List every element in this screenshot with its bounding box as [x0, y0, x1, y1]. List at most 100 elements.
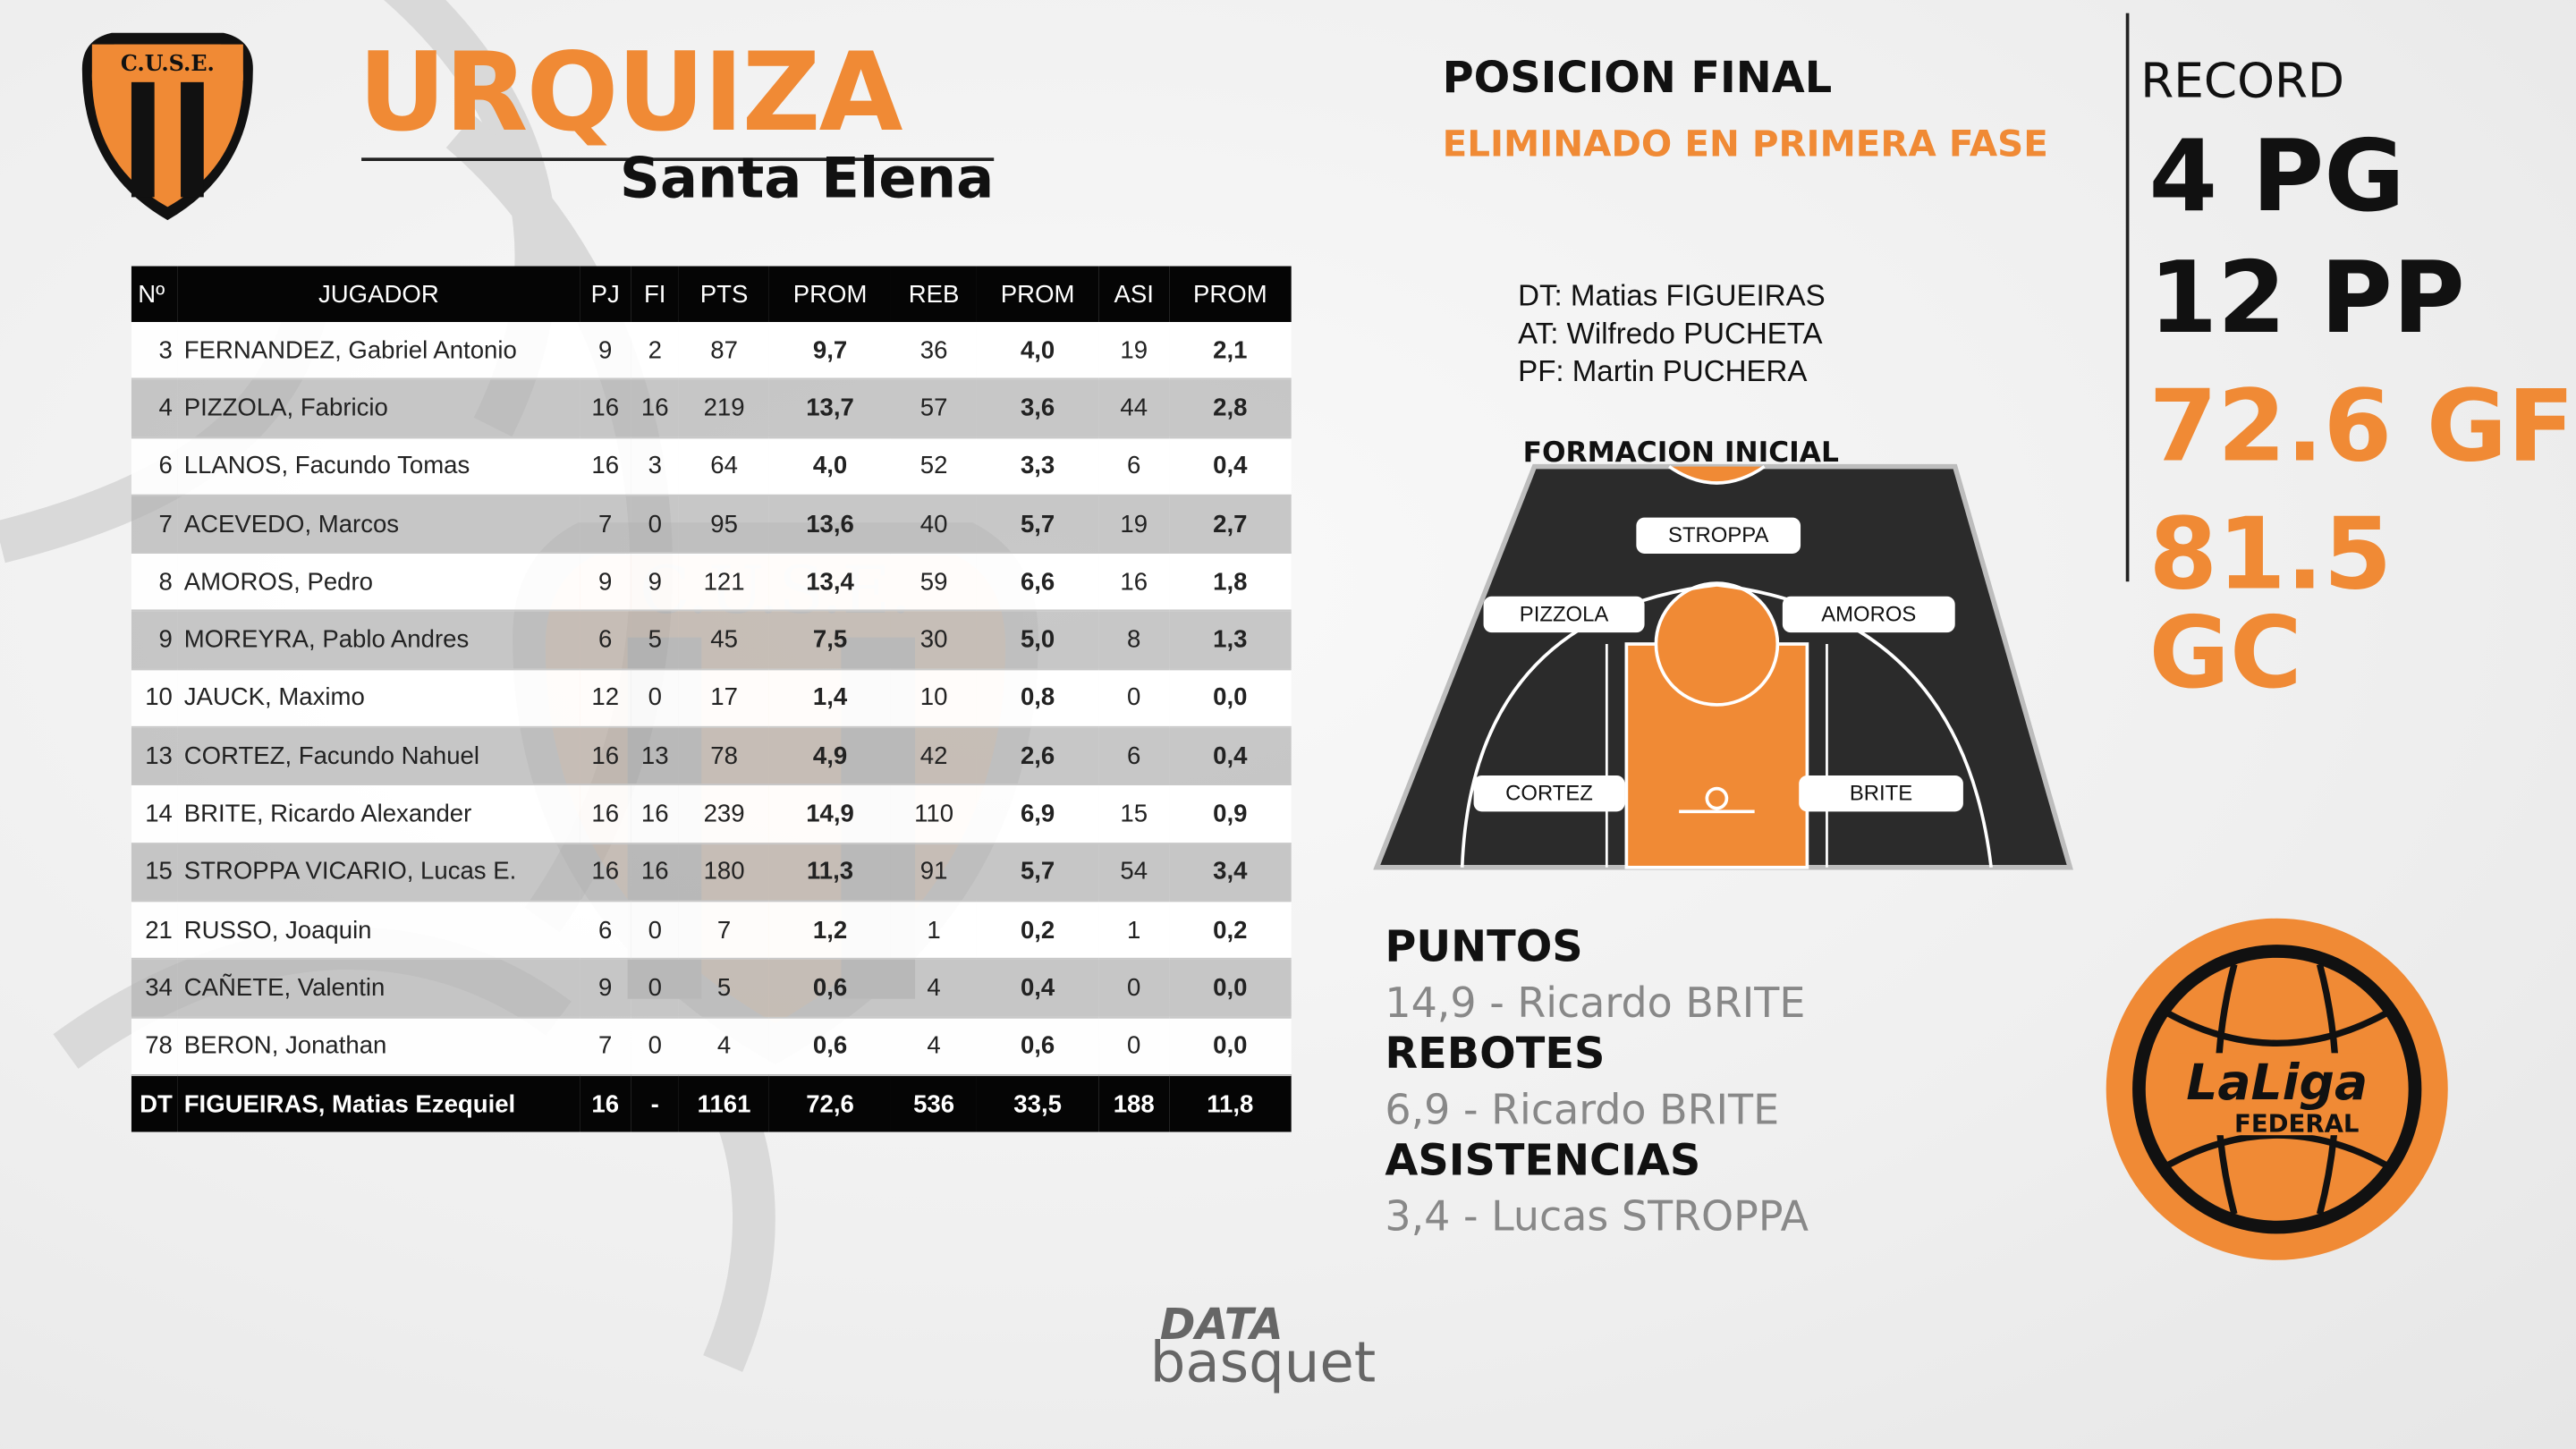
cell-asi: 16 — [1098, 553, 1169, 613]
table-row: 21 RUSSO, Joaquin 6 0 7 1,2 1 0,2 1 0,2 — [131, 901, 1292, 961]
cell-fi: 0 — [631, 495, 680, 555]
cell-pts: 7 — [679, 901, 769, 961]
table-row: 14 BRITE, Ricardo Alexander 16 16 239 14,9 110… — [131, 784, 1292, 844]
league-logo: LaLiga FEDERAL — [2106, 918, 2448, 1260]
cell-player: RUSSO, Joaquin — [177, 901, 580, 961]
cell-reb: 59 — [891, 553, 977, 613]
cell-prom-reb: 3,3 — [976, 436, 1099, 496]
cell-pj: 9 — [580, 959, 631, 1018]
cell-player: CORTEZ, Facundo Nahuel — [177, 726, 580, 786]
record-points-against: 81.5 GC — [2148, 497, 2393, 712]
cell-prom-pts: 11,3 — [768, 843, 892, 902]
cell-reb: 42 — [891, 726, 977, 786]
record-divider — [2125, 13, 2130, 582]
cell-prom-pts: 9,7 — [768, 322, 892, 380]
cell-asi: 44 — [1098, 378, 1169, 438]
cell-fi: 0 — [631, 901, 680, 961]
cell-prom-reb: 33,5 — [976, 1074, 1099, 1132]
staff-physical-trainer: PF: Martin PUCHERA — [1518, 354, 1808, 388]
cell-number: 3 — [131, 322, 178, 380]
cell-number: 13 — [131, 726, 178, 786]
cell-asi: 54 — [1098, 843, 1169, 902]
col-header-prom-reb: PROM — [976, 266, 1099, 323]
table-row: 13 CORTEZ, Facundo Nahuel 16 13 78 4,9 42 2,6 6 0… — [131, 726, 1292, 786]
cell-pj: 16 — [580, 378, 631, 438]
team-city: Santa Elena — [619, 146, 995, 212]
cell-player: AMOROS, Pedro — [177, 553, 580, 613]
cell-prom-reb: 0,6 — [976, 1017, 1099, 1076]
cell-pj: 9 — [580, 553, 631, 613]
cell-number: 21 — [131, 901, 178, 961]
cell-asi: 6 — [1098, 436, 1169, 496]
cell-number: 9 — [131, 611, 178, 670]
cell-prom-reb: 6,6 — [976, 553, 1099, 613]
cell-prom-pts: 13,4 — [768, 553, 892, 613]
cell-pj: 7 — [580, 1017, 631, 1076]
cell-reb: 536 — [891, 1074, 977, 1132]
table-row: 34 CAÑETE, Valentin 9 0 5 0,6 4 0,4 0 0,0 — [131, 959, 1292, 1018]
brand-data-text: DATA — [1159, 1301, 1284, 1351]
cell-number: 7 — [131, 495, 178, 555]
table-row: 8 AMOROS, Pedro 9 9 121 13,4 59 6,6 16 1,8 — [131, 553, 1292, 613]
cell-number: DT — [131, 1074, 178, 1132]
cell-reb: 30 — [891, 611, 977, 670]
cell-fi: - — [631, 1074, 680, 1132]
col-header-player: JUGADOR — [177, 266, 580, 323]
player-label-bottom-left: CORTEZ — [1473, 775, 1625, 812]
cell-prom-pts: 13,7 — [768, 378, 892, 438]
cell-prom-pts: 14,9 — [768, 784, 892, 844]
cell-prom-asi: 0,0 — [1168, 1017, 1292, 1076]
player-stats-table: Nº JUGADOR PJ FI PTS PROM REB PROM ASI P… — [131, 266, 1292, 1132]
leader-assists-value: 3,4 - Lucas STROPPA — [1385, 1192, 1809, 1241]
cell-asi: 19 — [1098, 495, 1169, 555]
cell-number: 78 — [131, 1017, 178, 1076]
cell-number: 14 — [131, 784, 178, 844]
player-label-top: STROPPA — [1636, 517, 1801, 554]
cell-reb: 52 — [891, 436, 977, 496]
cell-pts: 64 — [679, 436, 769, 496]
col-header-pj: PJ — [580, 266, 631, 323]
cell-prom-asi: 0,2 — [1168, 901, 1292, 961]
cell-prom-pts: 1,2 — [768, 901, 892, 961]
crest-text: C.U.S.E. — [121, 51, 215, 76]
staff-assistant-coach: AT: Wilfredo PUCHETA — [1518, 317, 1823, 351]
cell-pts: 4 — [679, 1017, 769, 1076]
cell-number: 4 — [131, 378, 178, 438]
col-header-prom-asi: PROM — [1168, 266, 1292, 323]
cell-pj: 16 — [580, 1074, 631, 1132]
cell-prom-pts: 0,6 — [768, 1017, 892, 1076]
cell-pts: 239 — [679, 784, 769, 844]
cell-asi: 1 — [1098, 901, 1169, 961]
cell-prom-reb: 0,2 — [976, 901, 1099, 961]
brand-basquet-text: basquet — [1149, 1330, 1377, 1397]
cell-fi: 0 — [631, 1017, 680, 1076]
cell-pts: 121 — [679, 553, 769, 613]
player-label-bottom-right: BRITE — [1799, 775, 1963, 812]
final-position-title: POSICION FINAL — [1442, 54, 1833, 104]
cell-prom-asi: 2,1 — [1168, 322, 1292, 380]
cell-player: FIGUEIRAS, Matias Ezequiel — [177, 1074, 580, 1132]
cell-number: 15 — [131, 843, 178, 902]
cell-asi: 15 — [1098, 784, 1169, 844]
cell-number: 34 — [131, 959, 178, 1018]
cell-pts: 219 — [679, 378, 769, 438]
cell-pj: 16 — [580, 726, 631, 786]
cell-fi: 13 — [631, 726, 680, 786]
table-row: 78 BERON, Jonathan 7 0 4 0,6 4 0,6 0 0,0 — [131, 1017, 1292, 1076]
cell-fi: 0 — [631, 959, 680, 1018]
cell-fi: 9 — [631, 553, 680, 613]
col-header-reb: REB — [891, 266, 977, 323]
cell-pts: 45 — [679, 611, 769, 670]
table-row: 4 PIZZOLA, Fabricio 16 16 219 13,7 57 3,6 44 2,8 — [131, 378, 1292, 438]
cell-pj: 6 — [580, 901, 631, 961]
cell-reb: 57 — [891, 378, 977, 438]
col-header-fi: FI — [631, 266, 680, 323]
cell-prom-reb: 0,8 — [976, 669, 1099, 728]
cell-fi: 16 — [631, 843, 680, 902]
cell-prom-pts: 1,4 — [768, 669, 892, 728]
record-won: 4 PG — [2148, 120, 2405, 235]
cell-prom-asi: 1,8 — [1168, 553, 1292, 613]
final-position-value: ELIMINADO EN PRIMERA FASE — [1442, 124, 2048, 166]
cell-prom-pts: 4,0 — [768, 436, 892, 496]
leader-points-title: PUNTOS — [1385, 923, 1583, 973]
